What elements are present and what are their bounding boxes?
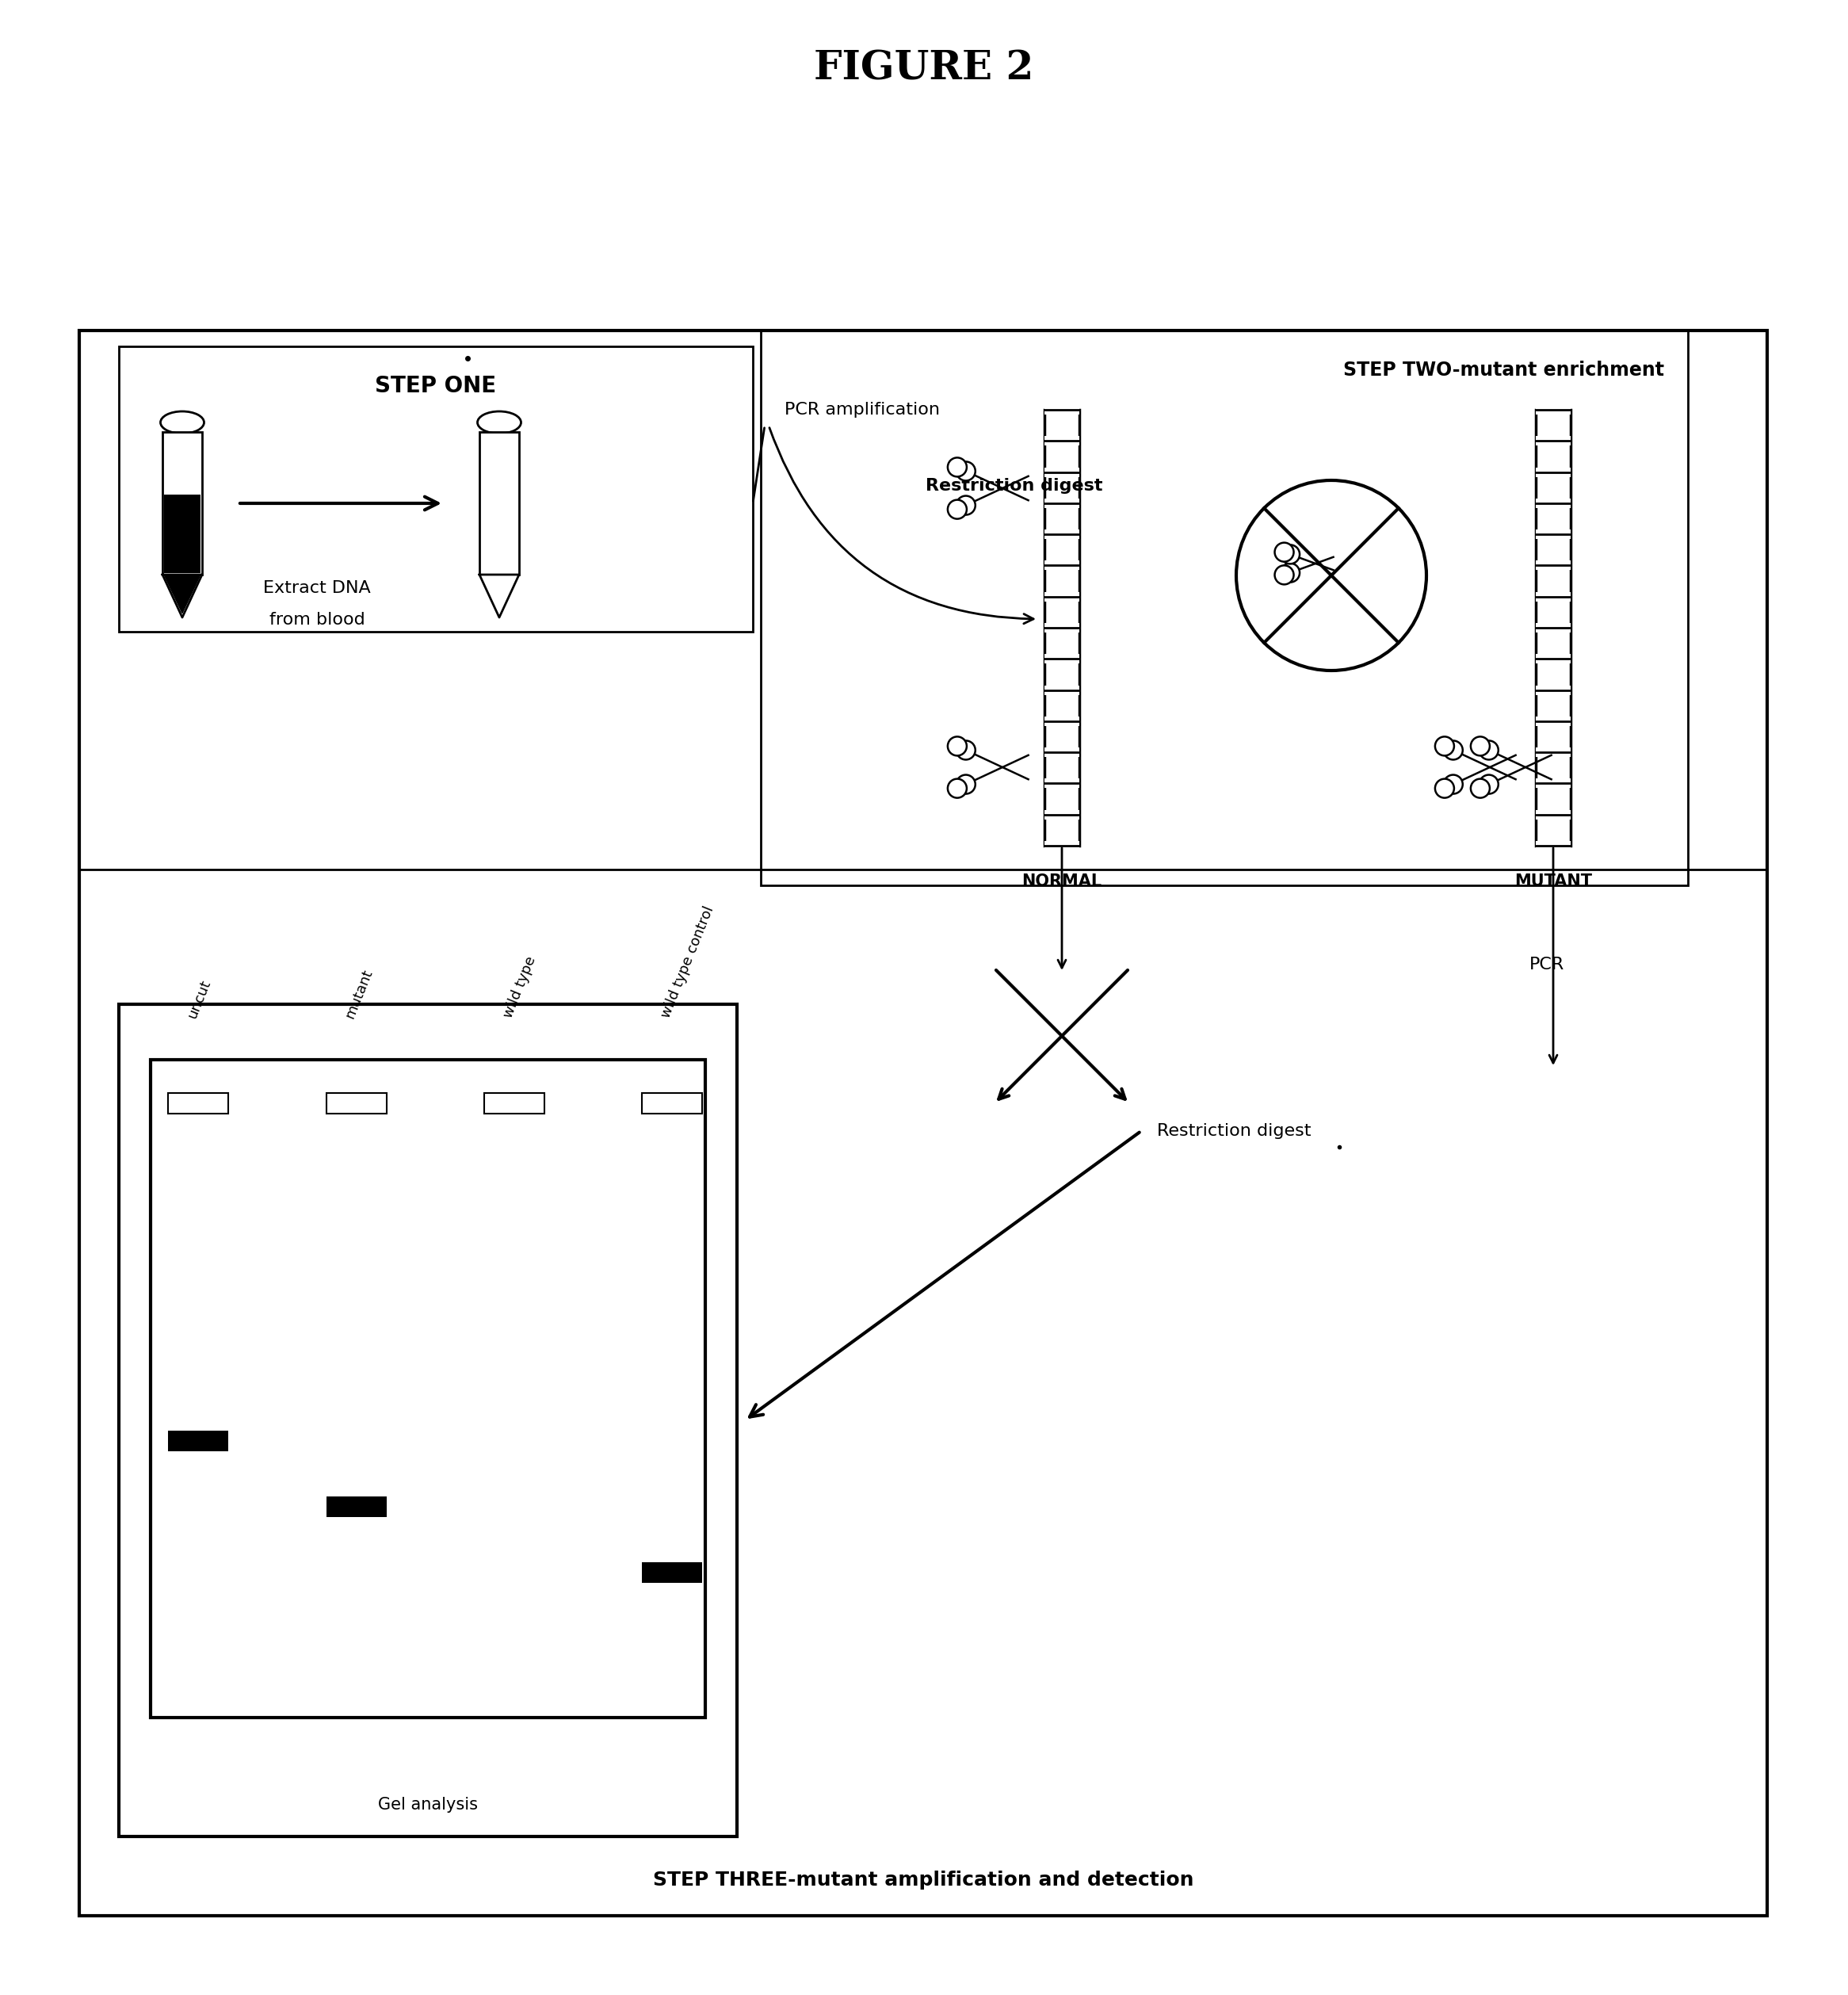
Text: Extract DNA: Extract DNA [262,581,371,597]
Circle shape [1236,481,1427,670]
Circle shape [1436,778,1454,798]
Bar [1536,654,1571,664]
Bar [168,1430,227,1452]
Bar [479,433,519,575]
Bar [1536,748,1571,756]
Polygon shape [164,575,200,612]
Bar [1044,622,1079,632]
Bar [1044,437,1079,445]
Circle shape [948,457,967,477]
Circle shape [1275,543,1294,563]
Text: mutant: mutant [344,968,375,1019]
Bar [643,1093,702,1113]
Bar [1536,467,1571,477]
Bar [1536,842,1571,850]
Circle shape [1443,774,1464,794]
Text: Restriction digest: Restriction digest [926,479,1103,495]
Bar [1536,716,1571,726]
Circle shape [1471,736,1489,756]
Text: STEP TWO-mutant enrichment: STEP TWO-mutant enrichment [1343,361,1665,379]
Bar [1044,748,1079,756]
Bar [118,347,752,632]
Text: uncut: uncut [185,978,213,1019]
Text: STEP ONE: STEP ONE [375,375,497,397]
Bar [325,1496,386,1518]
Ellipse shape [161,411,203,433]
Bar [164,495,200,573]
Circle shape [955,461,976,481]
Bar [118,1003,737,1837]
Bar [1044,778,1079,788]
Bar [1044,684,1079,694]
Text: FIGURE 2: FIGURE 2 [815,50,1033,88]
Text: Gel analysis: Gel analysis [379,1797,479,1813]
Circle shape [1471,778,1489,798]
Bar [484,1093,545,1113]
Bar [79,870,1767,1915]
Circle shape [948,778,967,798]
Bar [1044,405,1079,415]
Bar [1536,529,1571,539]
Circle shape [1281,563,1299,583]
Bar [1044,499,1079,509]
Bar [79,331,1767,1915]
Bar [1044,654,1079,664]
Bar [325,1093,386,1113]
Text: PCR amplification: PCR amplification [785,401,941,417]
Circle shape [1281,545,1299,565]
Polygon shape [163,575,201,616]
Bar [1536,405,1571,415]
Bar [1044,561,1079,571]
Circle shape [1443,740,1464,760]
Bar [163,433,201,575]
Bar [1536,810,1571,820]
Bar [1536,778,1571,788]
Bar [1536,622,1571,632]
Text: PCR: PCR [1530,958,1565,972]
Text: NORMAL: NORMAL [1022,874,1101,890]
Text: from blood: from blood [270,612,364,628]
Bar [643,1093,702,1113]
Bar [1536,499,1571,509]
Circle shape [955,740,976,760]
Bar [1044,810,1079,820]
Bar [643,1562,702,1584]
Text: Restriction digest: Restriction digest [1157,1123,1310,1139]
Bar [1536,684,1571,694]
Bar [1044,716,1079,726]
Bar [150,1059,706,1718]
Circle shape [955,774,976,794]
Text: STEP THREE-mutant amplification and detection: STEP THREE-mutant amplification and dete… [652,1871,1194,1889]
Bar [761,331,1687,886]
Bar [1044,593,1079,600]
Circle shape [1275,565,1294,585]
Circle shape [955,497,976,515]
Polygon shape [479,575,519,616]
Bar [1536,561,1571,571]
Circle shape [1480,774,1499,794]
Bar [1536,593,1571,600]
Bar [1044,467,1079,477]
Circle shape [1480,740,1499,760]
Circle shape [1436,736,1454,756]
Text: wild type control: wild type control [660,904,717,1019]
Bar [484,1093,545,1113]
Bar [168,1093,227,1113]
Bar [1536,437,1571,445]
Ellipse shape [477,411,521,433]
Bar [325,1093,386,1113]
Bar [1044,529,1079,539]
Circle shape [948,501,967,519]
Bar [168,1093,227,1113]
Text: wild type: wild type [501,954,540,1019]
Circle shape [948,736,967,756]
Bar [1044,842,1079,850]
Text: MUTANT: MUTANT [1514,874,1591,890]
